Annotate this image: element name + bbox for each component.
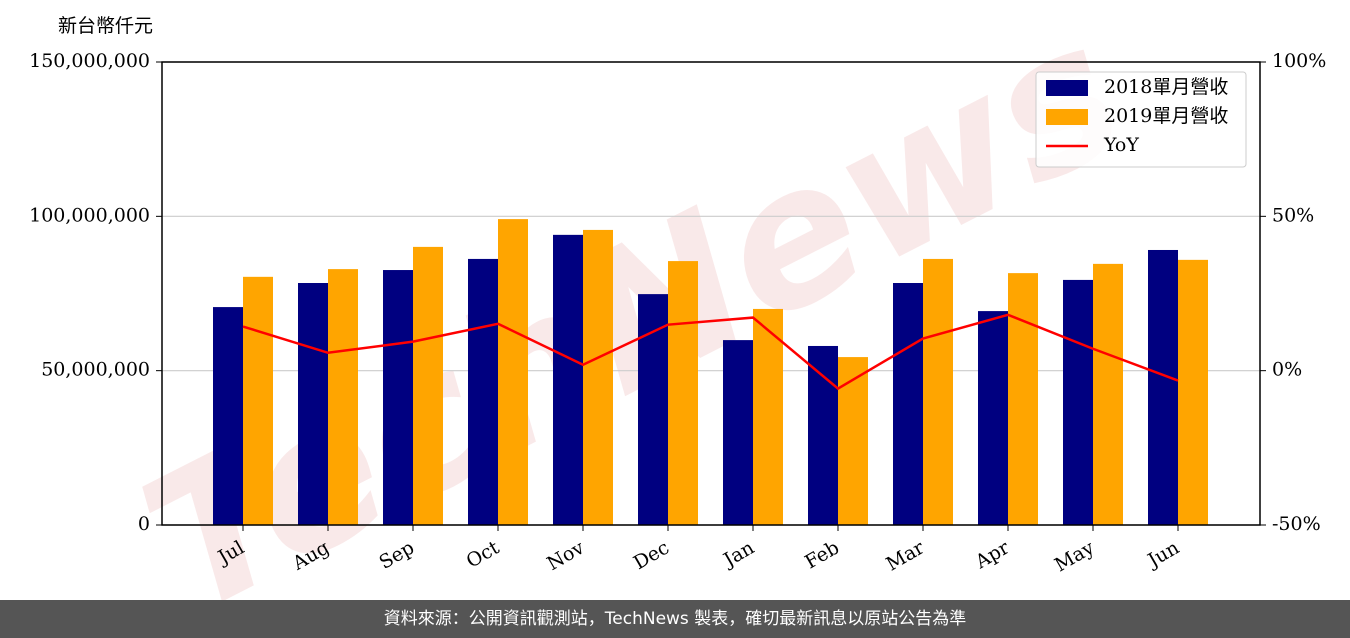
legend-label: 2019單月營收 <box>1104 105 1228 127</box>
x-tick-label: Mar <box>882 536 928 575</box>
bar <box>668 261 698 525</box>
bar <box>1063 279 1093 525</box>
legend-box <box>1035 71 1247 168</box>
bar <box>468 258 498 525</box>
bar <box>553 234 583 525</box>
y-tick-label: 150,000,000 <box>29 50 150 72</box>
x-tick-label: Nov <box>543 536 588 575</box>
bar <box>383 270 413 525</box>
x-tick-label: May <box>1051 536 1098 576</box>
bar <box>978 311 1008 525</box>
y2-tick-label: 0% <box>1272 359 1302 381</box>
bar <box>243 276 273 525</box>
bar <box>413 246 443 525</box>
legend-label: 2018單月營收 <box>1104 76 1228 98</box>
legend-swatch <box>1046 80 1088 96</box>
x-tick-label: Oct <box>463 536 504 572</box>
x-tick-label: Jan <box>718 537 758 573</box>
legend-label: YoY <box>1103 134 1139 156</box>
bar <box>838 357 868 525</box>
legend-swatch <box>1046 109 1088 125</box>
bar <box>923 258 953 525</box>
x-tick-label: Dec <box>630 537 673 575</box>
plot-frame <box>161 61 1261 526</box>
bar <box>1008 273 1038 525</box>
bar <box>328 269 358 525</box>
x-tick-label: Feb <box>801 537 843 574</box>
bar <box>1178 259 1208 525</box>
bar <box>583 229 613 525</box>
bar <box>723 340 753 525</box>
y-tick-label: 0 <box>138 513 150 535</box>
legend: 2018單月營收 2019單月營收 YoY <box>1035 71 1247 168</box>
bar <box>753 308 783 525</box>
y-axis-label: 新台幣仟元 <box>58 15 153 37</box>
y-tick-label: 50,000,000 <box>41 359 150 381</box>
bar <box>893 283 923 525</box>
x-tick-label: Jun <box>1142 537 1183 573</box>
bar <box>808 345 838 525</box>
footer: 資料來源：公開資訊觀測站，TechNews 製表，確切最新訊息以原站公告為準 <box>0 600 1350 638</box>
bar <box>1148 249 1178 525</box>
y-tick-label: 100,000,000 <box>29 204 150 226</box>
line <box>242 313 1179 391</box>
bar <box>498 219 528 525</box>
bar <box>1093 263 1123 525</box>
y2-tick-label: -50% <box>1272 513 1321 535</box>
y2-tick-label: 100% <box>1272 50 1326 72</box>
bar <box>213 307 243 525</box>
x-tick-label: Apr <box>971 536 1014 573</box>
bar <box>638 294 668 525</box>
chart: 新台幣仟元 TechNews050,000,000100,000,000150,… <box>29 0 1326 600</box>
y2-tick-label: 50% <box>1272 204 1314 226</box>
bar <box>298 283 328 525</box>
